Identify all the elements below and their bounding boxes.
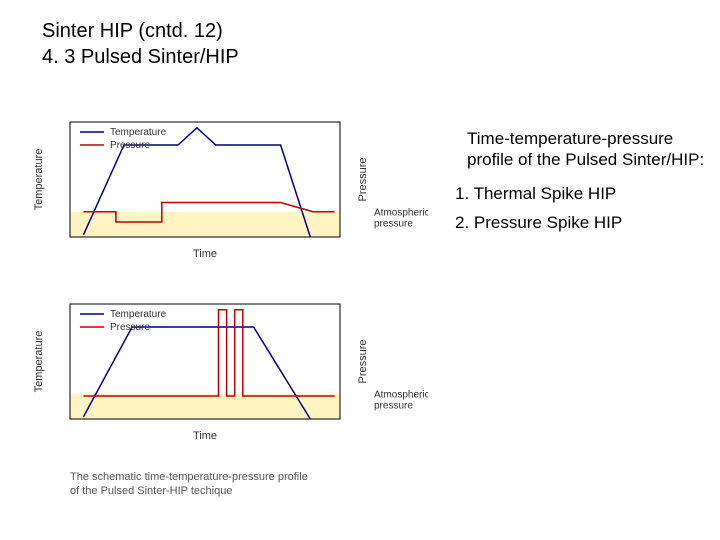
svg-text:Atmospheric: Atmospheric [374, 208, 428, 219]
description-block: Time-temperature-pressure profile of the… [455, 128, 705, 233]
svg-text:Temperature: Temperature [33, 331, 45, 393]
svg-text:Pressure: Pressure [110, 322, 150, 333]
description-item-2: 2. Pressure Spike HIP [455, 212, 705, 233]
svg-text:Pressure: Pressure [110, 140, 150, 151]
charts-container: TemperaturePressureTimeAtmosphericpressu… [28, 110, 428, 525]
title-line-1: Sinter HIP (cntd. 12) [42, 18, 239, 44]
svg-text:Temperature: Temperature [33, 149, 45, 211]
title-line-2: 4. 3 Pulsed Sinter/HIP [42, 44, 239, 70]
svg-text:pressure: pressure [374, 219, 413, 230]
svg-text:Temperature: Temperature [110, 127, 167, 138]
charts-svg: TemperaturePressureTimeAtmosphericpressu… [28, 110, 428, 520]
svg-text:The schematic time-temperature: The schematic time-temperature-pressure … [70, 471, 308, 483]
description-item-1: 1. Thermal Spike HIP [455, 183, 705, 204]
description-intro: Time-temperature-pressure profile of the… [455, 128, 705, 171]
svg-text:Atmospheric: Atmospheric [374, 390, 428, 401]
svg-text:Pressure: Pressure [357, 157, 369, 201]
svg-text:Temperature: Temperature [110, 309, 167, 320]
svg-text:of the Pulsed Sinter-HIP techi: of the Pulsed Sinter-HIP techique [70, 485, 232, 497]
svg-text:Time: Time [193, 430, 217, 442]
svg-text:pressure: pressure [374, 401, 413, 412]
svg-text:Time: Time [193, 248, 217, 260]
svg-text:Pressure: Pressure [357, 339, 369, 383]
